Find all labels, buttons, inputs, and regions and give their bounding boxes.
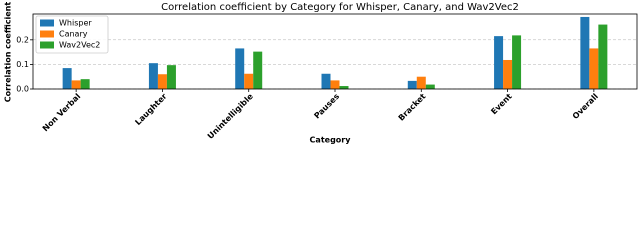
bar [148, 63, 158, 89]
bar [598, 24, 608, 90]
bar [235, 48, 245, 89]
x-tick-label: Non Verbal [41, 92, 83, 134]
bar [62, 68, 72, 89]
legend-swatch [40, 19, 54, 27]
x-tick-label: Laughter [133, 92, 168, 127]
bar [80, 79, 90, 89]
bar [503, 59, 513, 89]
x-tick-label: Bracket [397, 92, 428, 123]
bar [330, 80, 340, 89]
bar [339, 86, 349, 89]
legend-label: Wav2Vec2 [59, 41, 100, 50]
legend-swatch [40, 30, 54, 38]
plot-frame [32, 13, 638, 90]
bar [494, 36, 504, 89]
x-tick-label: Overall [571, 92, 600, 121]
bar [244, 73, 254, 89]
legend-label: Whisper [59, 19, 92, 28]
bar [416, 76, 426, 89]
bar [71, 80, 81, 89]
bar [157, 74, 167, 89]
bar [580, 16, 590, 89]
bar [425, 84, 435, 89]
legend-label: Canary [59, 30, 88, 39]
x-tick-label: Event [489, 92, 514, 117]
y-tick-label: 0.1 [16, 60, 29, 69]
bar [512, 35, 522, 89]
bar [253, 51, 263, 89]
bar [166, 65, 176, 89]
y-tick-label: 0.2 [16, 35, 29, 44]
x-tick-label: Pauses [312, 92, 341, 121]
chart-title: Correlation coefficient by Category for … [161, 2, 519, 13]
bar [407, 80, 417, 89]
legend-swatch [40, 41, 54, 49]
x-tick-label: Unintelligible [206, 91, 256, 141]
x-axis-label: Category [310, 136, 352, 145]
chart: Correlation coefficient by Category for … [4, 2, 638, 145]
y-tick-label: 0.0 [16, 85, 29, 94]
bar [589, 48, 599, 89]
bar [321, 73, 331, 89]
y-axis-label: Correlation coefficient [4, 2, 13, 103]
